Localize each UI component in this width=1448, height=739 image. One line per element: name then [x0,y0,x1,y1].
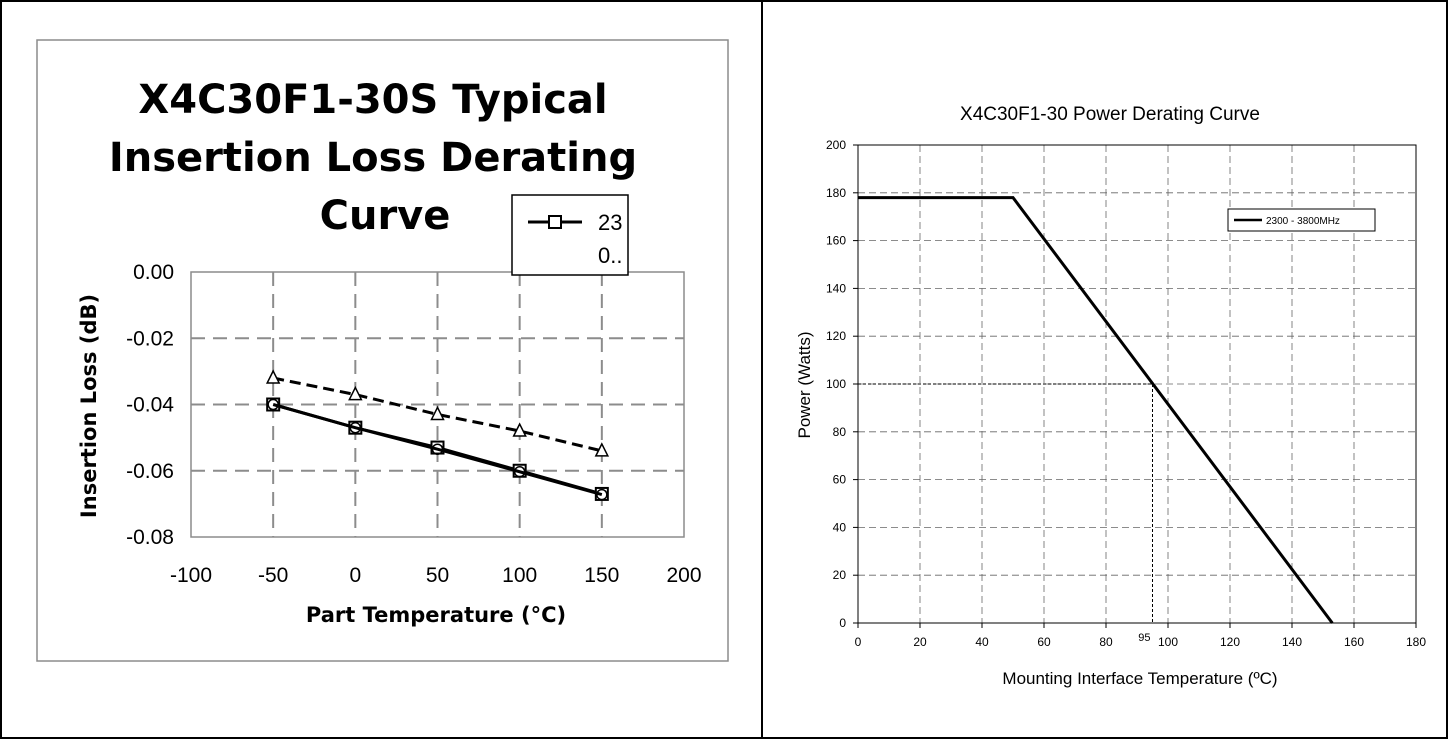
y-tick-label: 0 [839,616,846,630]
y-tick-label: -0.06 [126,460,174,483]
chart-title: X4C30F1-30 Power Derating Curve [960,104,1260,125]
legend-square-marker [548,215,562,229]
x-tick-label: 100 [1158,635,1178,649]
plot-area-frame [190,271,685,538]
x-tick-label: -100 [170,564,212,587]
x-tick-label: -50 [258,564,288,587]
power-derating-chart: X4C30F1-30 Power Derating Curve 0 20 40 60 8… [795,104,1427,688]
reference-lines: 95 [858,383,1153,644]
triangle-marker [430,405,445,421]
legend: 2300 - 3800MHz [1227,208,1376,232]
chart-title-line-1: X4C30F1-30S Typical [138,77,607,123]
circle-marker [513,465,526,478]
circle-marker [596,488,608,501]
y-tick-label: 0.00 [133,261,174,284]
legend-label-line-1: 23 [598,210,622,235]
x-tick-labels: 0 20 40 60 80 100 120 140 160 180 [855,635,1427,649]
y-tick-label: 80 [833,425,847,439]
x-tick-labels: -100 -50 0 50 100 150 200 [170,564,702,587]
y-axis-label: Power (Watts) [795,331,814,438]
grid-lines [190,271,685,538]
x-tick-label: 50 [426,564,449,587]
x-tick-label: 100 [502,564,537,587]
series-line-circle [272,403,603,497]
triangle-marker [348,385,363,401]
triangle-marker [594,442,610,457]
y-tick-label: -0.04 [126,394,174,417]
y-axis-label: Insertion Loss (dB) [77,294,101,518]
y-tick-label: 140 [826,281,846,295]
insertion-loss-chart: X4C30F1-30S Typical Insertion Loss Derat… [36,39,729,662]
x-tick-label: 140 [1282,635,1302,649]
x-tick-label: 0 [349,564,361,587]
circle-marker [431,443,444,455]
y-tick-label: 40 [833,520,847,534]
y-tick-label: 20 [833,568,847,582]
x-tick-label: 40 [975,635,989,649]
circle-marker [349,421,362,434]
series-line-triangle [272,376,603,453]
series-group [265,369,610,501]
y-tick-label: 100 [826,377,846,391]
series-line [858,196,1334,624]
legend: 23 0.. [511,194,629,276]
triangle-marker [512,422,527,437]
y-tick-label: -0.02 [126,327,174,350]
triangle-marker [265,369,281,384]
chart-title-line-2: Insertion Loss Derating [109,135,637,181]
circle-marker [267,398,279,411]
legend-box [511,194,629,276]
legend-label: 2300 - 3800MHz [1266,216,1340,227]
x-tick-label: 20 [913,635,927,649]
x-axis-label: Mounting Interface Temperature (ºC) [1002,669,1277,688]
legend-label-line-2: 0.. [598,243,622,268]
series-group [858,196,1334,624]
x-tick-label: 80 [1099,635,1113,649]
x-tick-label: 180 [1406,635,1426,649]
y-tick-label: 120 [826,329,846,343]
x-tick-label: 0 [855,635,862,649]
x-tick-label: 60 [1037,635,1051,649]
reference-label: 95 [1138,632,1150,644]
x-axis-label: Part Temperature (°C) [306,603,566,627]
chart-title: X4C30F1-30S Typical Insertion Loss Derat… [109,77,637,239]
y-tick-label: 200 [826,138,846,152]
y-tick-label: 160 [826,234,846,248]
y-tick-labels: 0.00 -0.02 -0.04 -0.06 -0.08 [126,261,174,549]
y-tick-labels: 0 20 40 60 80 100 120 140 160 180 200 [826,138,846,630]
x-tick-label: 160 [1344,635,1364,649]
chart-area-border [36,39,729,662]
x-tick-label: 200 [666,564,701,587]
x-tick-label: 120 [1220,635,1240,649]
legend-box [1227,208,1376,232]
y-tick-label: -0.08 [126,526,174,549]
x-tick-label: 150 [584,564,619,587]
chart-title-line-3: Curve [320,193,451,239]
y-tick-label: 180 [826,186,846,200]
y-tick-label: 60 [833,473,847,487]
